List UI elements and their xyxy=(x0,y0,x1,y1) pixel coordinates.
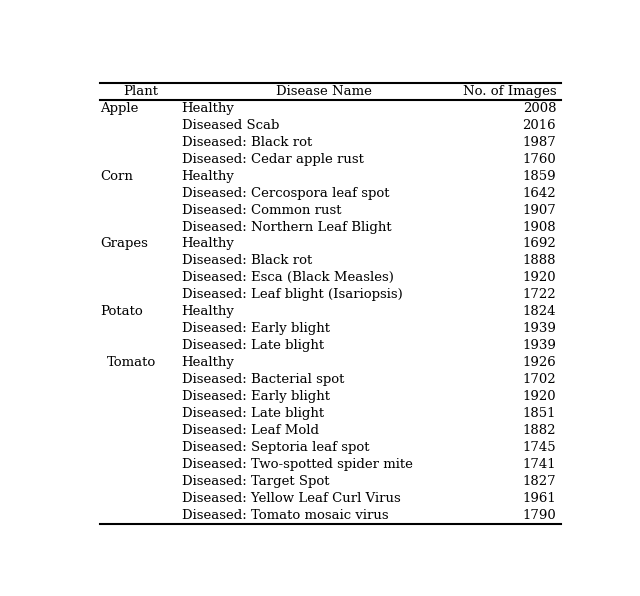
Text: Diseased: Esca (Black Measles): Diseased: Esca (Black Measles) xyxy=(182,271,394,284)
Text: 1882: 1882 xyxy=(523,424,556,437)
Text: Plant: Plant xyxy=(124,85,158,98)
Text: 1722: 1722 xyxy=(522,288,556,302)
Text: 1987: 1987 xyxy=(522,136,556,149)
Text: 1790: 1790 xyxy=(522,508,556,522)
Text: Diseased: Bacterial spot: Diseased: Bacterial spot xyxy=(182,373,344,386)
Text: 1827: 1827 xyxy=(522,474,556,488)
Text: Diseased: Leaf Mold: Diseased: Leaf Mold xyxy=(182,424,319,437)
Text: Diseased: Late blight: Diseased: Late blight xyxy=(182,407,324,420)
Text: 1745: 1745 xyxy=(522,441,556,454)
Text: 1920: 1920 xyxy=(522,271,556,284)
Text: Diseased: Septoria leaf spot: Diseased: Septoria leaf spot xyxy=(182,441,369,454)
Text: 1851: 1851 xyxy=(523,407,556,420)
Text: 1888: 1888 xyxy=(523,254,556,268)
Text: Potato: Potato xyxy=(100,305,143,318)
Text: Diseased: Northern Leaf Blight: Diseased: Northern Leaf Blight xyxy=(182,221,391,234)
Text: 1741: 1741 xyxy=(522,458,556,471)
Text: 1939: 1939 xyxy=(522,339,556,352)
Text: Diseased: Early blight: Diseased: Early blight xyxy=(182,390,330,403)
Text: Healthy: Healthy xyxy=(182,237,234,250)
Text: Apple: Apple xyxy=(100,102,138,115)
Text: Healthy: Healthy xyxy=(182,305,234,318)
Text: Grapes: Grapes xyxy=(100,237,148,250)
Text: 1908: 1908 xyxy=(522,221,556,234)
Text: Diseased: Cedar apple rust: Diseased: Cedar apple rust xyxy=(182,153,364,166)
Text: No. of Images: No. of Images xyxy=(463,85,556,98)
Text: Disease Name: Disease Name xyxy=(276,85,372,98)
Text: 1939: 1939 xyxy=(522,322,556,335)
Text: 2008: 2008 xyxy=(523,102,556,115)
Text: 1824: 1824 xyxy=(523,305,556,318)
Text: Diseased: Tomato mosaic virus: Diseased: Tomato mosaic virus xyxy=(182,508,388,522)
Text: 1760: 1760 xyxy=(522,153,556,166)
Text: Diseased: Leaf blight (Isariopsis): Diseased: Leaf blight (Isariopsis) xyxy=(182,288,403,302)
Text: Corn: Corn xyxy=(100,170,132,183)
Text: Healthy: Healthy xyxy=(182,170,234,183)
Text: Diseased: Early blight: Diseased: Early blight xyxy=(182,322,330,335)
Text: Diseased: Two-spotted spider mite: Diseased: Two-spotted spider mite xyxy=(182,458,413,471)
Text: Diseased Scab: Diseased Scab xyxy=(182,119,279,132)
Text: 1692: 1692 xyxy=(522,237,556,250)
Text: 1926: 1926 xyxy=(522,356,556,369)
Text: 1961: 1961 xyxy=(522,492,556,505)
Text: Diseased: Cercospora leaf spot: Diseased: Cercospora leaf spot xyxy=(182,187,389,200)
Text: Diseased: Black rot: Diseased: Black rot xyxy=(182,136,312,149)
Text: Healthy: Healthy xyxy=(182,356,234,369)
Text: 1859: 1859 xyxy=(522,170,556,183)
Text: Diseased: Yellow Leaf Curl Virus: Diseased: Yellow Leaf Curl Virus xyxy=(182,492,401,505)
Text: Diseased: Late blight: Diseased: Late blight xyxy=(182,339,324,352)
Text: Diseased: Common rust: Diseased: Common rust xyxy=(182,204,341,216)
Text: Tomato: Tomato xyxy=(108,356,157,369)
Text: 2016: 2016 xyxy=(522,119,556,132)
Text: Diseased: Target Spot: Diseased: Target Spot xyxy=(182,474,329,488)
Text: 1907: 1907 xyxy=(522,204,556,216)
Text: 1642: 1642 xyxy=(522,187,556,200)
Text: 1920: 1920 xyxy=(522,390,556,403)
Text: Healthy: Healthy xyxy=(182,102,234,115)
Text: 1702: 1702 xyxy=(522,373,556,386)
Text: Diseased: Black rot: Diseased: Black rot xyxy=(182,254,312,268)
